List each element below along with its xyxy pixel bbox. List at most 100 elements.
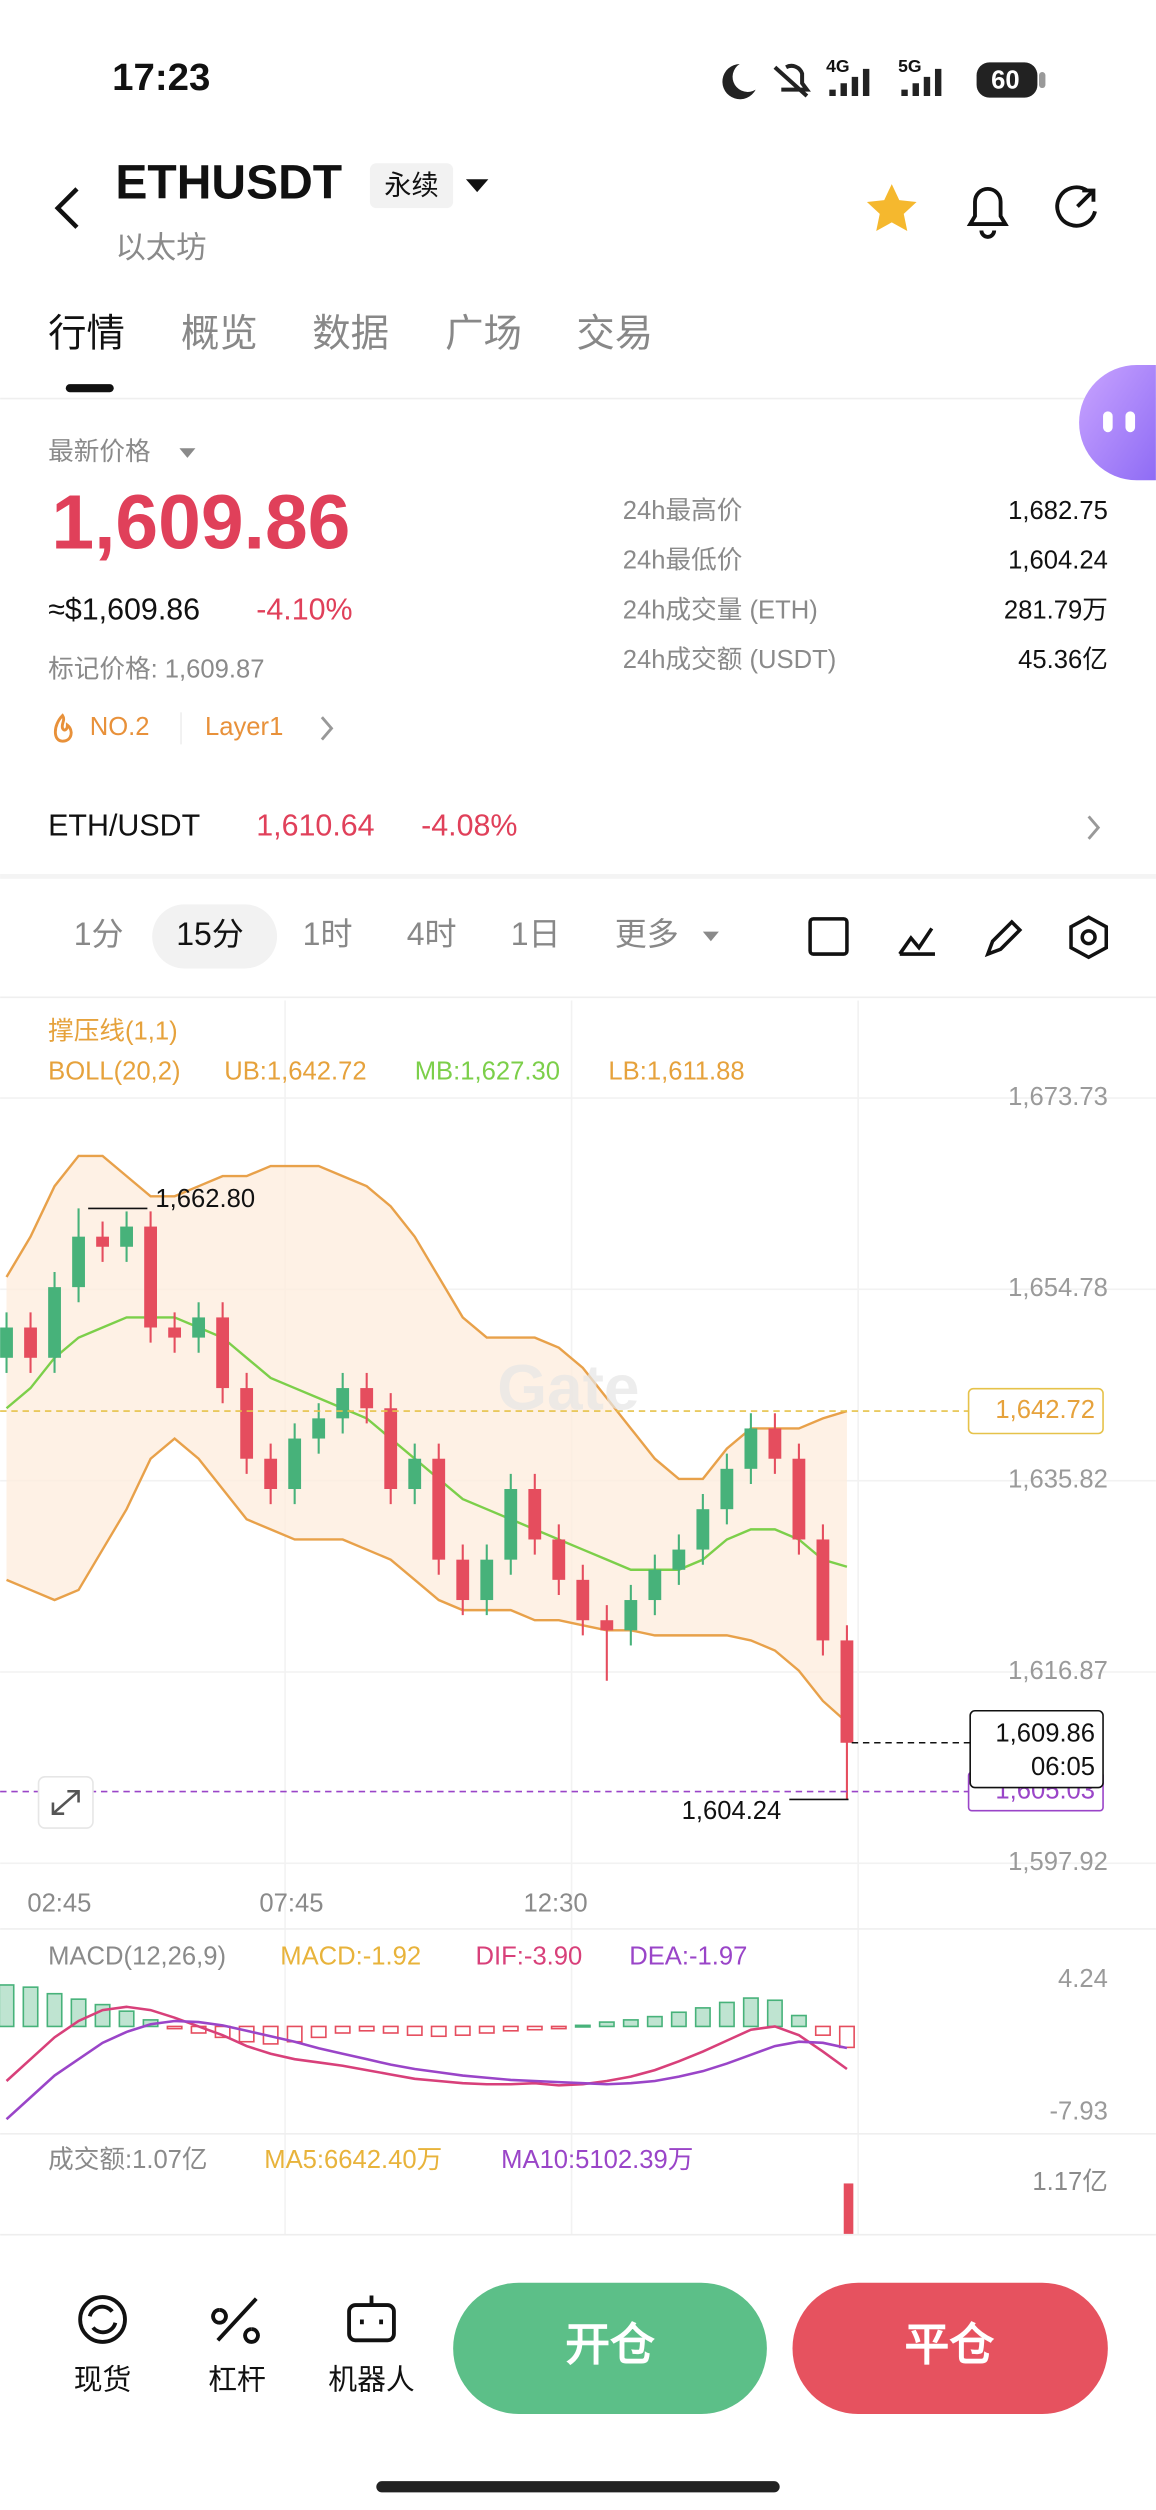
macd-label: DEA:-1.97 (629, 1943, 747, 1971)
fullscreen-icon[interactable] (808, 917, 849, 956)
mute-icon (773, 63, 811, 98)
leverage-icon[interactable] (211, 2297, 260, 2344)
candle-body (744, 1428, 758, 1469)
tab[interactable]: 数据 (312, 312, 389, 355)
price-label: 最新价格 (48, 437, 150, 466)
draw-icon[interactable] (984, 919, 1023, 958)
battery-tip (1039, 72, 1046, 89)
share-button[interactable] (1055, 185, 1097, 228)
last-price-label: 1,609.86 (995, 1720, 1095, 1748)
macd-bar (814, 2025, 831, 2036)
close-button[interactable] (792, 2282, 1108, 2414)
signal-icon (901, 68, 942, 97)
tab[interactable]: 行情 (48, 312, 125, 355)
indicator-label: LB:1,611.88 (608, 1057, 744, 1085)
candle-body (840, 1640, 854, 1743)
bubble-eye (1125, 411, 1136, 433)
boll-ub (5, 1154, 848, 1481)
candle-body (24, 1327, 37, 1358)
tool-label[interactable]: 现货 (74, 2365, 132, 2397)
open-button[interactable] (453, 2282, 767, 2414)
candle-body (168, 1327, 182, 1338)
spot-icon[interactable] (78, 2295, 127, 2344)
volume-label: 成交额:1.07亿 (48, 2145, 207, 2174)
price-change: -4.10% (256, 593, 352, 627)
tab[interactable]: 交易 (576, 312, 653, 355)
dropdown-arrow[interactable] (179, 448, 196, 458)
candle-body (672, 1549, 686, 1570)
stat-label: 24h最高价 (623, 496, 743, 525)
candle-body (456, 1559, 470, 1601)
sector-tag[interactable]: Layer1 (205, 713, 283, 741)
interval[interactable]: 15分 (176, 916, 244, 952)
spot-pair[interactable]: ETH/USDT (48, 809, 200, 843)
dropdown-arrow[interactable] (702, 931, 719, 942)
spot-price: 1,610.64 (256, 809, 374, 843)
interval[interactable]: 更多 (615, 916, 679, 952)
chevron[interactable] (1087, 815, 1101, 840)
interval[interactable]: 1日 (511, 916, 561, 952)
macd-bar (94, 2003, 111, 2028)
candle-body (48, 1287, 61, 1358)
open-button-label[interactable]: 开仓 (565, 2320, 655, 2370)
network-label: 4G (826, 56, 849, 76)
interval[interactable]: 1分 (74, 916, 124, 952)
y-tick-label: 4.24 (1058, 1965, 1108, 1993)
candle-body (312, 1418, 326, 1439)
symbol: ETHUSDT (115, 156, 342, 209)
robot-icon-detail (359, 2295, 384, 2325)
interval-selected-bg (152, 904, 278, 969)
volume-bar (843, 2183, 854, 2235)
candle-body (240, 1388, 254, 1459)
x-tick-label: 12:30 (524, 1890, 588, 1918)
tool-label[interactable]: 机器人 (328, 2365, 414, 2397)
assistant-bubble[interactable] (1079, 364, 1156, 481)
high-label: 1,662.80 (155, 1185, 255, 1213)
contract-tag[interactable]: 永续 (384, 169, 438, 200)
moon-icon (722, 64, 756, 100)
y-tick-label: 1,616.87 (1008, 1657, 1108, 1685)
rank[interactable]: NO.2 (90, 713, 150, 741)
settings-icon[interactable] (1069, 915, 1109, 960)
candle-body (120, 1226, 133, 1247)
tool-label[interactable]: 杠杆 (208, 2365, 266, 2397)
tab[interactable]: 广场 (445, 312, 522, 355)
alert-bell[interactable] (966, 186, 1009, 239)
dif-line (5, 2005, 848, 2087)
candle-body (72, 1236, 85, 1288)
macd-bar (166, 2025, 183, 2030)
stats: 24h最高价 1,682.75 24h最低价 1,604.24 24h成交量 (ETH)… (623, 496, 1108, 674)
macd-bar (694, 2007, 711, 2028)
battery (976, 62, 1038, 98)
candle-body (600, 1620, 614, 1631)
candle-body (360, 1388, 374, 1409)
macd-bar (718, 2001, 735, 2028)
macd-bar (574, 2024, 591, 2028)
candle-body (192, 1317, 206, 1338)
candle-body (0, 1327, 13, 1358)
candle-body (144, 1226, 157, 1328)
macd-bar (790, 2014, 807, 2028)
interval[interactable]: 1时 (303, 916, 353, 952)
favorite-star[interactable] (866, 184, 917, 231)
indicator-icon[interactable] (898, 927, 935, 956)
macd-label: MACD:-1.92 (280, 1943, 421, 1971)
dropdown-arrow[interactable] (465, 179, 489, 193)
chevron (320, 716, 334, 741)
volume-label: MA5:6642.40万 (264, 2146, 442, 2174)
spot-icon-arrows (87, 2304, 118, 2335)
candle-body (792, 1458, 806, 1540)
interval[interactable]: 4时 (407, 916, 457, 952)
home-indicator (376, 2481, 780, 2493)
mark-price: 标记价格: 1,609.87 (48, 654, 264, 683)
tab[interactable]: 概览 (181, 312, 258, 355)
macd-bar (550, 2025, 567, 2030)
back-button[interactable] (54, 187, 79, 229)
macd-bar (22, 1986, 39, 2028)
low-label: 1,604.24 (682, 1797, 782, 1825)
close-button-label[interactable]: 平仓 (905, 2320, 995, 2370)
macd-bar (0, 1984, 15, 2028)
indicator-label: UB:1,642.72 (224, 1057, 366, 1085)
last-price-box (969, 1709, 1104, 1789)
